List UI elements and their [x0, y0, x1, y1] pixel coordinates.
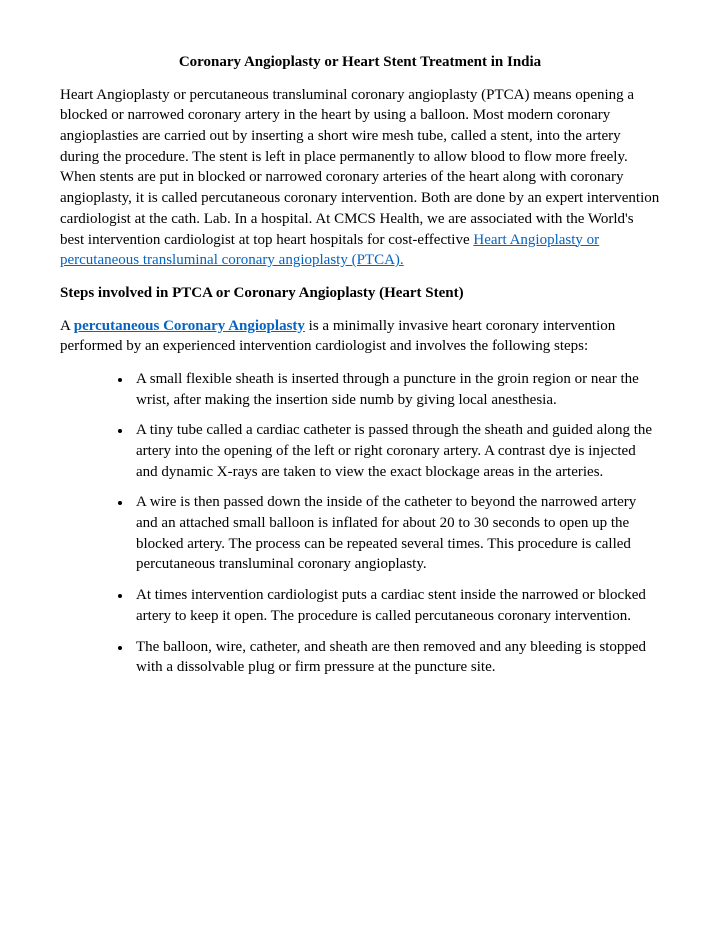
- intro-text: Heart Angioplasty or percutaneous transl…: [60, 87, 659, 248]
- intro-paragraph: Heart Angioplasty or percutaneous transl…: [60, 85, 660, 271]
- list-item: The balloon, wire, catheter, and sheath …: [132, 637, 660, 678]
- steps-intro-paragraph: A percutaneous Coronary Angioplasty is a…: [60, 316, 660, 357]
- list-item: A tiny tube called a cardiac catheter is…: [132, 420, 660, 482]
- list-item: A small flexible sheath is inserted thro…: [132, 369, 660, 410]
- steps-intro-pre: A: [60, 318, 74, 334]
- steps-list: A small flexible sheath is inserted thro…: [60, 369, 660, 678]
- list-item: At times intervention cardiologist puts …: [132, 585, 660, 626]
- page-title: Coronary Angioplasty or Heart Stent Trea…: [60, 52, 660, 73]
- steps-heading: Steps involved in PTCA or Coronary Angio…: [60, 283, 660, 304]
- list-item: A wire is then passed down the inside of…: [132, 492, 660, 575]
- angioplasty-link[interactable]: percutaneous Coronary Angioplasty: [74, 318, 305, 334]
